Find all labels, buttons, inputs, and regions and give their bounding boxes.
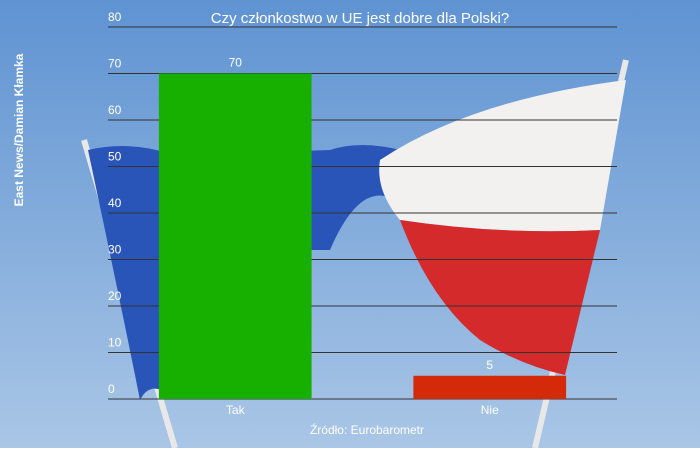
data-label: 5	[486, 358, 493, 372]
bar	[413, 375, 567, 399]
bar	[158, 73, 312, 399]
y-tick-label: 60	[108, 103, 122, 117]
x-tick-label: Nie	[481, 403, 499, 417]
y-tick-label: 40	[108, 196, 122, 210]
y-tick-label: 0	[108, 382, 115, 396]
y-tick-label: 80	[108, 10, 122, 24]
data-label: 70	[229, 56, 243, 70]
y-tick-label: 30	[108, 243, 122, 257]
y-tick-label: 70	[108, 57, 122, 71]
chart-title: Czy członkostwo w UE jest dobre dla Pols…	[211, 10, 509, 27]
y-tick-label: 10	[108, 336, 122, 350]
source: Źródło: Eurobarometr	[310, 422, 424, 437]
y-tick-label: 50	[108, 150, 122, 164]
credit: East News/Damian Kłamka	[12, 53, 26, 206]
y-tick-label: 20	[108, 289, 122, 303]
x-tick-label: Tak	[226, 403, 246, 417]
